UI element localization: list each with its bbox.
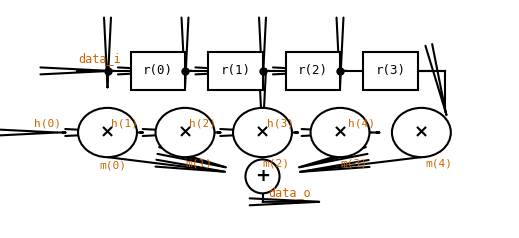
Ellipse shape (78, 108, 137, 157)
Text: h(1): h(1) (112, 119, 139, 129)
Bar (286, 52, 340, 90)
Text: h(3): h(3) (266, 119, 294, 129)
Text: r(3): r(3) (375, 64, 405, 77)
Bar (131, 52, 185, 90)
Ellipse shape (310, 108, 370, 157)
Text: ×: × (414, 124, 429, 142)
Text: data_o: data_o (269, 187, 311, 199)
Text: +: + (255, 167, 270, 185)
Ellipse shape (233, 108, 292, 157)
Bar (208, 52, 263, 90)
Circle shape (245, 159, 280, 193)
Text: ×: × (333, 124, 348, 142)
Text: r(2): r(2) (298, 64, 328, 77)
Text: m(2): m(2) (263, 159, 290, 169)
Ellipse shape (156, 108, 214, 157)
Text: ×: × (255, 124, 270, 142)
Bar (363, 52, 417, 90)
Text: m(0): m(0) (100, 161, 127, 171)
Text: m(4): m(4) (425, 159, 452, 169)
Text: h(2): h(2) (189, 119, 216, 129)
Text: r(1): r(1) (221, 64, 250, 77)
Text: m(1): m(1) (185, 159, 212, 169)
Text: m(3): m(3) (340, 159, 367, 169)
Text: ×: × (100, 124, 115, 142)
Text: data_i: data_i (78, 52, 121, 65)
Text: h(4): h(4) (348, 119, 375, 129)
Text: ×: × (177, 124, 193, 142)
Ellipse shape (392, 108, 451, 157)
Text: h(0): h(0) (34, 119, 61, 129)
Text: r(0): r(0) (143, 64, 173, 77)
